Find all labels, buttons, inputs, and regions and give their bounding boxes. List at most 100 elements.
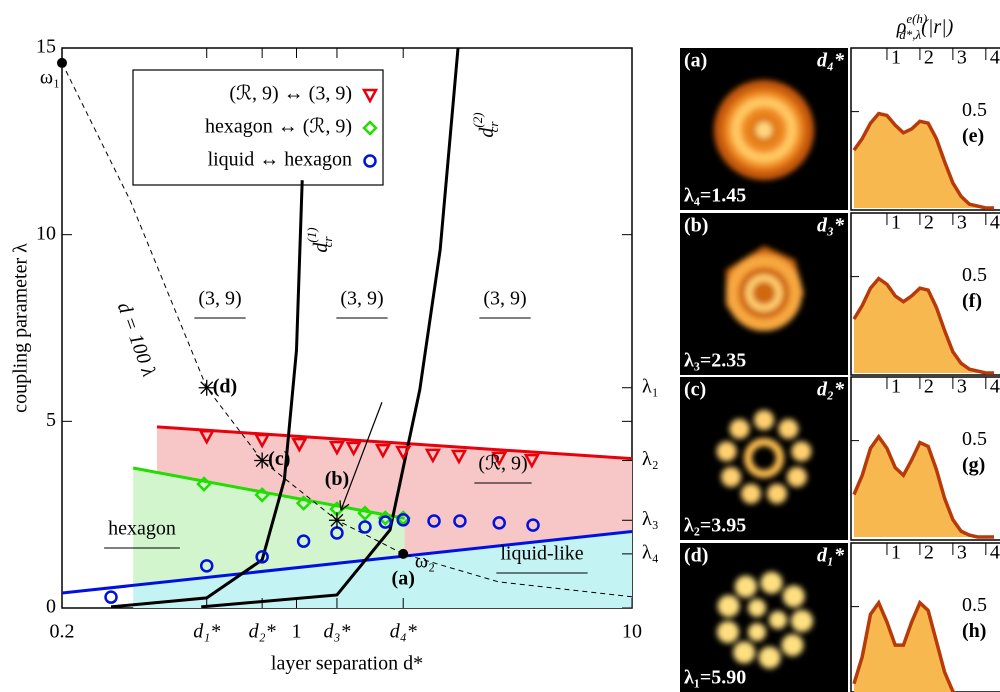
region-label: (3, 9) xyxy=(483,288,526,310)
profile-x-tick-label: 4 xyxy=(990,47,1000,69)
curve-sub: cr xyxy=(320,236,335,248)
image-lambda: λ₃=2.35 xyxy=(684,350,746,372)
region-label: liquid-like xyxy=(500,543,583,565)
image-d: d₃* xyxy=(817,215,845,237)
profile-label: (f) xyxy=(962,290,982,312)
y-tick-label: 15 xyxy=(36,36,56,58)
profile-label: (g) xyxy=(962,454,985,476)
profile-y-tick-label: 0.5 xyxy=(962,264,987,286)
y-axis-title: coupling parameter λ xyxy=(10,243,32,413)
blob xyxy=(735,576,757,598)
profile-area xyxy=(854,437,994,537)
x-tick-label: d₁* xyxy=(193,621,220,643)
marker-label: (d) xyxy=(213,375,237,397)
right-tick-label: λ₄ xyxy=(642,541,659,563)
legend-label: liquid ↔ hexagon xyxy=(208,149,352,171)
marker-label: (c) xyxy=(268,448,290,470)
image-lambda: λ₄=1.45 xyxy=(684,185,746,207)
image-lambda: λ₁=5.90 xyxy=(684,667,746,689)
image-d: d₂* xyxy=(817,379,845,401)
y-tick-label: 0 xyxy=(46,596,56,618)
region-label: (ℛ, 9) xyxy=(478,453,527,475)
blob xyxy=(781,634,803,656)
image-d: d₁* xyxy=(817,545,845,567)
curve-label: d(1)cr xyxy=(304,227,335,252)
legend-label: (ℛ, 9) ↔ (3, 9) xyxy=(229,83,352,105)
region-label: ω₂ xyxy=(415,551,435,573)
blob xyxy=(769,611,787,629)
blob xyxy=(717,441,737,461)
blob xyxy=(761,572,783,594)
blob xyxy=(730,419,750,439)
profile-x-tick-label: 4 xyxy=(990,542,1000,564)
blob xyxy=(748,599,766,617)
blob xyxy=(754,410,774,430)
image-label: (a) xyxy=(684,50,707,72)
blob xyxy=(717,621,739,643)
blob xyxy=(718,595,740,617)
blob xyxy=(721,467,741,487)
x-tick-label: 0.2 xyxy=(50,621,75,643)
blob xyxy=(778,419,798,439)
profile-x-tick-label: 3 xyxy=(957,376,967,398)
region-label: (3, 9) xyxy=(340,288,383,310)
profile-x-tick-label: 1 xyxy=(891,542,901,564)
region-label: hexagon xyxy=(108,518,176,540)
profile-x-tick-label: 3 xyxy=(957,542,967,564)
right-tick-label: λ₃ xyxy=(642,508,659,530)
page: layer separation d* coupling parameter λ… xyxy=(0,0,1000,692)
blob xyxy=(759,647,781,669)
right-tick-label: λ₂ xyxy=(642,448,659,470)
blob xyxy=(791,610,813,632)
profile-x-tick-label: 2 xyxy=(924,542,934,564)
blob xyxy=(791,441,811,461)
profile-title: ρe(h)d*,λ(|r|) xyxy=(896,11,954,42)
legend-label: hexagon ↔ (ℛ, 9) xyxy=(205,116,352,138)
image-label: (c) xyxy=(684,379,706,401)
profile-x-tick-label: 4 xyxy=(990,376,1000,398)
x-tick-label: 1 xyxy=(292,621,302,643)
profile-y-tick-label: 0.5 xyxy=(962,428,987,450)
curve-sub: cr xyxy=(486,121,501,133)
title-arg: (|r|) xyxy=(921,16,953,38)
curve-label: d(2)cr xyxy=(470,112,501,137)
profile-x-tick-label: 1 xyxy=(891,376,901,398)
title-sub: d*,λ xyxy=(899,27,921,42)
profile-label: (e) xyxy=(962,125,984,147)
profile-x-tick-label: 2 xyxy=(924,47,934,69)
blob xyxy=(787,467,807,487)
profile-x-tick-label: 1 xyxy=(891,47,901,69)
marker-label: ω₁ xyxy=(40,67,60,89)
blob xyxy=(767,484,787,504)
profile-y-tick-label: 0.5 xyxy=(962,99,987,121)
figure: layer separation d* coupling parameter λ… xyxy=(0,0,1000,692)
profile-x-tick-label: 2 xyxy=(924,376,934,398)
x-tick-label: 10 xyxy=(622,621,642,643)
x-axis-title: layer separation d* xyxy=(271,653,423,675)
x-tick-label: d₄* xyxy=(390,621,417,643)
profile-label: (h) xyxy=(962,620,986,642)
image-lambda: λ₂=3.95 xyxy=(684,515,746,537)
image-label: (b) xyxy=(684,215,708,237)
x-tick-label: d₂* xyxy=(249,621,276,643)
profile-x-tick-label: 1 xyxy=(891,212,901,234)
data-point xyxy=(106,592,117,603)
curve-sup: (1) xyxy=(304,227,319,242)
region-label: (3, 9) xyxy=(198,288,241,310)
curve-sup: (2) xyxy=(470,112,485,127)
profile-x-tick-label: 3 xyxy=(957,212,967,234)
marker-star xyxy=(329,512,345,528)
profile-x-tick-label: 3 xyxy=(957,47,967,69)
marker-label: (b) xyxy=(325,468,349,490)
profile-y-tick-label: 0.5 xyxy=(962,594,987,616)
blob xyxy=(733,641,755,663)
blob xyxy=(783,585,805,607)
image-d: d₄* xyxy=(817,50,845,72)
y-tick-label: 5 xyxy=(46,409,56,431)
blob xyxy=(741,484,761,504)
blob xyxy=(748,623,766,641)
image-label: (d) xyxy=(684,545,708,567)
profile-x-tick-label: 4 xyxy=(990,212,1000,234)
x-tick-label: d₃* xyxy=(323,621,350,643)
marker-label: (a) xyxy=(392,567,415,589)
